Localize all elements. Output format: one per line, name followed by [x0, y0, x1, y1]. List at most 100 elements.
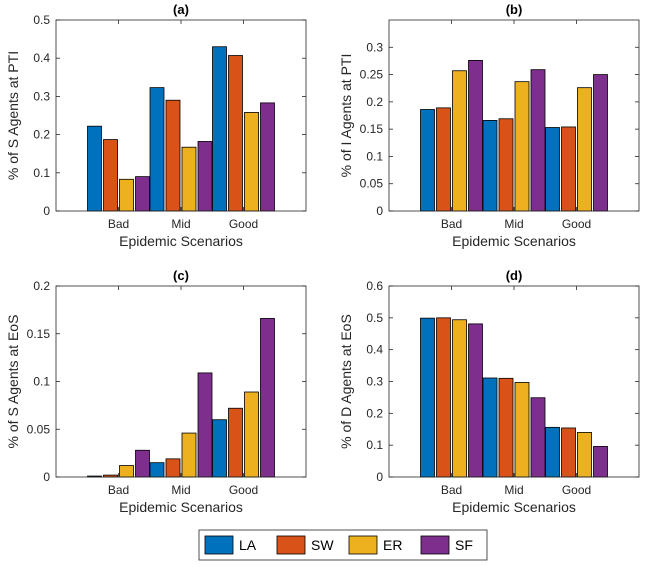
panel-title: (a) [173, 2, 189, 17]
y-tick-label: 0 [376, 204, 383, 218]
bar-c-la-good [212, 419, 227, 478]
bar-a-sf-good [260, 102, 275, 212]
y-tick-label: 0.5 [366, 311, 383, 325]
x-tick-label-bad: Bad [441, 217, 462, 231]
bar-c-sw-good [228, 407, 243, 478]
panel-title: (b) [506, 2, 523, 17]
panel-title: (d) [506, 268, 523, 283]
bar-d-la-good [545, 426, 560, 478]
x-tick-label-bad: Bad [441, 483, 462, 497]
panel-b: 0 0.05 0.1 0.15 0.2 0.25 0.3 Bad Mid Good (b) Epide… [338, 2, 640, 249]
bar-a-sf-bad [135, 176, 150, 212]
bar-d-sf-good [593, 446, 608, 478]
bar-a-sw-bad [103, 139, 118, 212]
bar-d-sw-good [561, 427, 576, 478]
y-axis-label: % of S Agents at PTI [5, 51, 21, 180]
bar-d-er-bad [452, 319, 467, 478]
bar-d-la-mid [482, 377, 498, 478]
bar-a-sf-mid [197, 141, 213, 212]
x-axis-label: Epidemic Scenarios [452, 499, 576, 515]
y-tick-label: 0.2 [366, 406, 383, 420]
bar-a-sw-good [228, 55, 243, 212]
y-tick-label: 0.4 [366, 343, 383, 357]
x-tick-label-mid: Mid [171, 483, 190, 497]
bar-b-sw-bad [436, 107, 451, 212]
x-axis-label: Epidemic Scenarios [452, 233, 576, 249]
legend-label-er: ER [383, 537, 402, 553]
bar-d-sf-bad [468, 323, 483, 478]
legend: LA SW ER SF [198, 529, 488, 561]
panel-title: (c) [173, 268, 189, 283]
bar-c-sf-bad [135, 449, 150, 478]
panel-c: 0 0.05 0.1 0.15 0.2 Bad Mid Good (c) Epidemic Sce… [5, 268, 307, 515]
bar-a-er-good [244, 112, 259, 212]
y-tick-label: 0.2 [33, 279, 50, 293]
x-tick-label-good: Good [562, 217, 591, 231]
bar-b-sf-mid [530, 69, 546, 212]
panel-d: 0 0.1 0.2 0.3 0.4 0.5 0.6 Bad Mid Good (d) Epidemic… [338, 268, 640, 515]
x-tick-label-bad: Bad [108, 483, 129, 497]
x-tick-label-mid: Mid [171, 217, 190, 231]
bar-a-la-mid [149, 87, 165, 212]
bar-a-er-mid [181, 146, 197, 212]
bar-d-er-mid [514, 382, 530, 478]
x-tick-label-bad: Bad [108, 217, 129, 231]
bar-b-sw-good [561, 126, 576, 212]
y-tick-label: 0.1 [366, 438, 383, 452]
y-tick-label: 0.3 [366, 375, 383, 389]
y-tick-label: 0.15 [27, 327, 51, 341]
x-axis-label: Epidemic Scenarios [119, 233, 243, 249]
bar-b-sf-good [593, 74, 608, 212]
y-tick-label: 0 [43, 470, 50, 484]
bar-b-la-mid [482, 120, 498, 212]
legend-label-la: LA [239, 537, 257, 553]
y-tick-label: 0.3 [366, 40, 383, 54]
bar-b-er-bad [452, 70, 467, 212]
y-tick-label: 0 [376, 470, 383, 484]
x-tick-label-good: Good [562, 483, 591, 497]
bar-c-sw-mid [165, 458, 181, 478]
y-tick-label: 0 [43, 204, 50, 218]
bar-a-er-bad [119, 178, 134, 212]
bar-a-la-bad [87, 125, 102, 212]
y-axis-label: % of D Agents at EoS [338, 314, 354, 449]
bar-c-la-mid [149, 462, 165, 478]
bar-c-sf-good [260, 318, 275, 478]
y-tick-label: 0.1 [33, 375, 50, 389]
legend-swatch-sw [276, 535, 306, 555]
y-tick-label: 0.15 [360, 122, 384, 136]
bar-b-la-bad [420, 109, 435, 212]
x-tick-label-good: Good [229, 483, 258, 497]
legend-label-sf: SF [455, 537, 473, 553]
y-tick-label: 0.1 [33, 166, 50, 180]
bar-b-er-good [577, 87, 592, 212]
y-tick-label: 0.2 [33, 128, 50, 142]
y-tick-label: 0.05 [360, 177, 384, 191]
x-tick-label-mid: Mid [504, 483, 523, 497]
bar-d-er-good [577, 432, 592, 478]
y-tick-label: 0.4 [33, 51, 50, 65]
legend-swatch-la [204, 535, 234, 555]
bar-a-sw-mid [165, 99, 181, 212]
legend-label-sw: SW [311, 537, 334, 553]
y-tick-label: 0.5 [33, 13, 50, 27]
bar-d-sf-mid [530, 397, 546, 478]
bar-d-sw-bad [436, 317, 451, 478]
y-tick-label: 0.6 [366, 279, 383, 293]
bar-c-er-good [244, 391, 259, 478]
y-axis-label: % of I Agents at PTI [338, 54, 354, 178]
y-tick-label: 0.2 [366, 95, 383, 109]
x-tick-label-good: Good [229, 217, 258, 231]
bar-b-sw-mid [498, 118, 514, 212]
bar-a-la-good [212, 46, 227, 212]
x-axis-label: Epidemic Scenarios [119, 499, 243, 515]
bar-b-la-good [545, 127, 560, 212]
y-axis-label: % of S Agents at EoS [5, 315, 21, 449]
y-tick-label: 0.05 [27, 422, 51, 436]
y-tick-label: 0.1 [366, 149, 383, 163]
bar-b-sf-bad [468, 59, 483, 212]
bar-b-er-mid [514, 81, 530, 212]
y-tick-label: 0.25 [360, 68, 384, 82]
y-tick-label: 0.3 [33, 89, 50, 103]
